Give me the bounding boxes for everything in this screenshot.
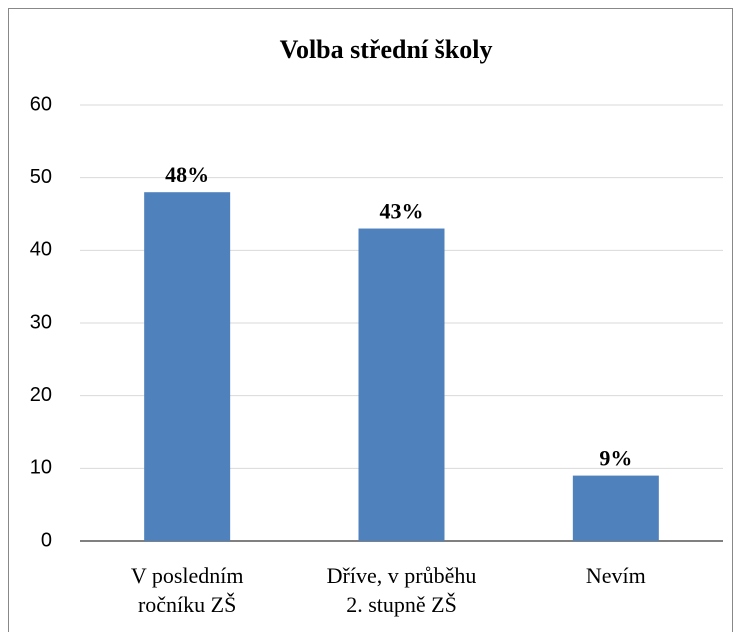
y-tick-label: 60 (30, 93, 52, 115)
data-label: 9% (599, 446, 632, 471)
data-label: 48% (165, 162, 209, 187)
chart-title: Volba střední školy (280, 35, 493, 64)
x-tick-label: V posledním ročníku ZŠ (130, 563, 244, 617)
y-tick-label: 0 (41, 529, 52, 551)
bar (144, 192, 231, 541)
bar (572, 475, 659, 541)
data-label: 43% (380, 199, 424, 224)
y-tick-label: 50 (30, 166, 52, 188)
y-tick-label: 40 (30, 239, 52, 261)
y-tick-label: 20 (30, 384, 52, 406)
x-tick-label: Dříve, v průběhu 2. stupně ZŠ (326, 563, 477, 617)
x-tick-label: Nevím (585, 563, 646, 588)
y-tick-label: 10 (30, 457, 52, 479)
y-tick-label: 30 (30, 311, 52, 333)
bar (358, 228, 445, 542)
